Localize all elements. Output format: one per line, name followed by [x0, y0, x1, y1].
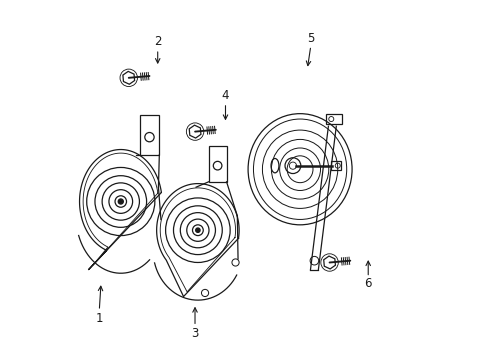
- Bar: [330, 161, 341, 170]
- Text: 1: 1: [95, 311, 103, 325]
- Bar: [325, 114, 342, 125]
- Bar: [208, 146, 226, 182]
- Text: 2: 2: [154, 35, 161, 49]
- Text: 6: 6: [364, 278, 371, 291]
- Text: 4: 4: [221, 89, 229, 102]
- Circle shape: [195, 228, 200, 232]
- Text: 3: 3: [191, 327, 198, 340]
- Bar: [139, 116, 159, 155]
- Circle shape: [118, 199, 123, 204]
- Text: 5: 5: [306, 32, 314, 45]
